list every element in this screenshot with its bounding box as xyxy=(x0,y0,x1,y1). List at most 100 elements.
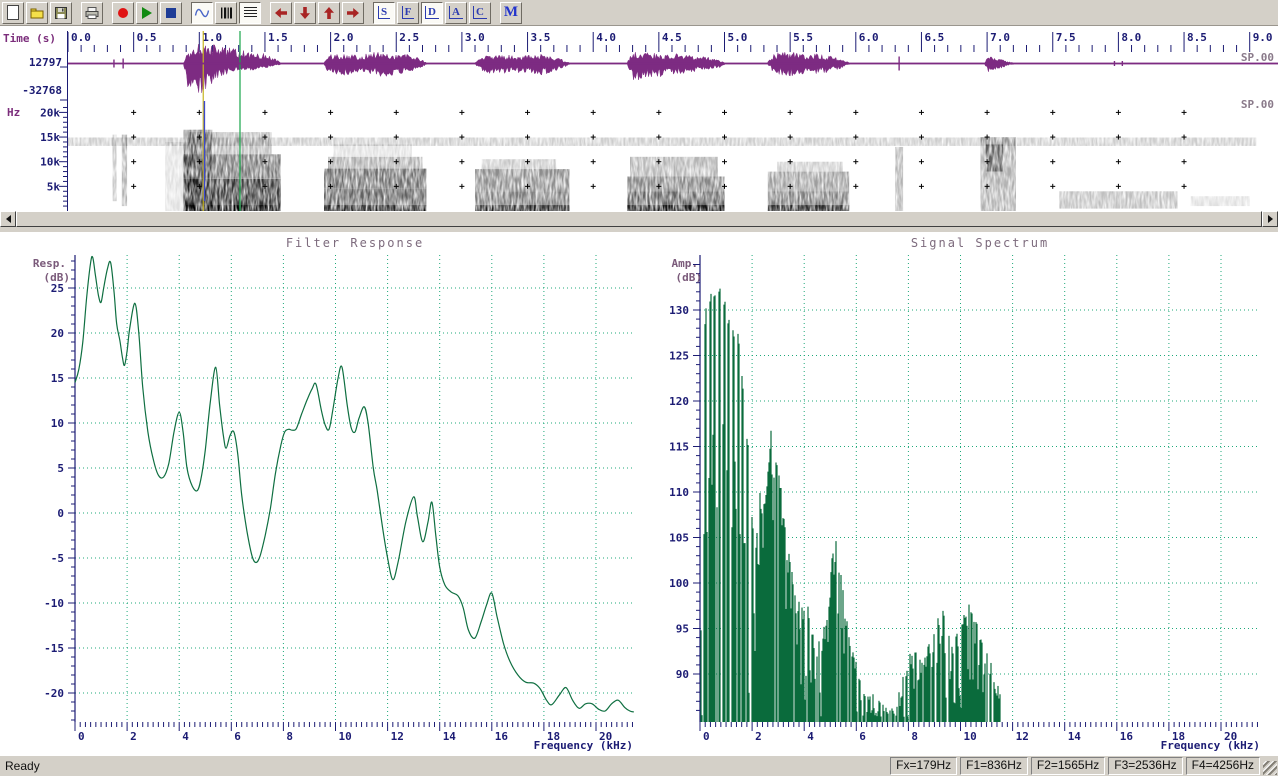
svg-text:15k: 15k xyxy=(40,131,60,144)
svg-text:0.5: 0.5 xyxy=(137,31,157,44)
print-button[interactable] xyxy=(81,2,103,24)
item-d-label: D xyxy=(425,6,439,19)
svg-text:0.0: 0.0 xyxy=(71,31,91,44)
svg-text:4: 4 xyxy=(807,730,814,743)
play-icon xyxy=(142,7,152,19)
svg-text:8.5: 8.5 xyxy=(1187,31,1207,44)
waveform-view-button[interactable] xyxy=(191,2,213,24)
svg-text:105: 105 xyxy=(669,532,689,545)
scroll-left-button[interactable] xyxy=(0,211,16,227)
svg-text:8: 8 xyxy=(286,730,293,743)
svg-text:8: 8 xyxy=(911,730,918,743)
svg-text:25: 25 xyxy=(51,282,64,295)
item-a-button[interactable]: A xyxy=(445,2,467,24)
svg-text:6.0: 6.0 xyxy=(859,31,879,44)
svg-text:2.0: 2.0 xyxy=(334,31,354,44)
svg-text:16: 16 xyxy=(1120,730,1134,743)
scroll-left-arrow-icon xyxy=(6,215,11,223)
item-f-label: F xyxy=(402,6,415,19)
svg-text:2: 2 xyxy=(130,730,137,743)
svg-text:100: 100 xyxy=(669,577,689,590)
svg-text:14: 14 xyxy=(1068,730,1082,743)
svg-text:6.5: 6.5 xyxy=(924,31,944,44)
status-bar: Ready Fx=179Hz F1=836Hz F2=1565Hz F3=253… xyxy=(0,755,1278,776)
item-a-label: A xyxy=(449,6,463,19)
status-ready: Ready xyxy=(0,759,890,773)
stop-icon xyxy=(166,8,176,18)
waveform-spectrogram-panel[interactable]: 0.00.51.01.52.02.53.03.54.04.55.05.56.06… xyxy=(0,27,1278,211)
svg-text:7.0: 7.0 xyxy=(990,31,1010,44)
scroll-right-button[interactable] xyxy=(1262,211,1278,227)
item-s-label: S xyxy=(378,6,390,19)
move-left-button[interactable] xyxy=(270,2,292,24)
toolbar: S F D A C M xyxy=(0,0,1278,26)
svg-text:125: 125 xyxy=(669,350,689,363)
svg-text:120: 120 xyxy=(669,395,689,408)
svg-text:3.0: 3.0 xyxy=(465,31,485,44)
svg-text:2: 2 xyxy=(755,730,762,743)
item-d-button[interactable]: D xyxy=(421,2,443,24)
svg-text:14: 14 xyxy=(443,730,457,743)
svg-text:6: 6 xyxy=(859,730,866,743)
svg-text:5.0: 5.0 xyxy=(728,31,748,44)
new-document-icon xyxy=(7,5,19,20)
item-s-button[interactable]: S xyxy=(373,2,395,24)
svg-text:1.0: 1.0 xyxy=(202,31,222,44)
app-window: S F D A C M 0.00.51.01.52.02.53.03.54.04… xyxy=(0,0,1278,776)
svg-text:9.0: 9.0 xyxy=(1253,31,1273,44)
scrollbar-thumb[interactable] xyxy=(16,211,1262,227)
svg-text:7.5: 7.5 xyxy=(1056,31,1076,44)
new-button[interactable] xyxy=(2,2,24,24)
open-folder-icon xyxy=(29,5,45,21)
svg-text:-20: -20 xyxy=(44,687,64,700)
svg-text:8.0: 8.0 xyxy=(1121,31,1141,44)
item-f-button[interactable]: F xyxy=(397,2,419,24)
svg-text:20: 20 xyxy=(51,327,64,340)
move-right-button[interactable] xyxy=(342,2,364,24)
open-button[interactable] xyxy=(26,2,48,24)
spectrogram-view-button[interactable] xyxy=(215,2,237,24)
svg-text:10: 10 xyxy=(339,730,352,743)
play-button[interactable] xyxy=(136,2,158,24)
svg-text:5: 5 xyxy=(57,462,64,475)
svg-text:2.5: 2.5 xyxy=(399,31,419,44)
move-down-button[interactable] xyxy=(294,2,316,24)
svg-text:5.5: 5.5 xyxy=(793,31,813,44)
svg-text:12: 12 xyxy=(1016,730,1029,743)
item-c-button[interactable]: C xyxy=(469,2,491,24)
annotation-view-button[interactable] xyxy=(239,2,261,24)
resize-grip[interactable] xyxy=(1263,761,1277,775)
svg-text:4.5: 4.5 xyxy=(662,31,682,44)
svg-text:4.0: 4.0 xyxy=(596,31,616,44)
stop-button[interactable] xyxy=(160,2,182,24)
record-button[interactable] xyxy=(112,2,134,24)
svg-text:10: 10 xyxy=(51,417,64,430)
move-up-button[interactable] xyxy=(318,2,340,24)
status-f2: F2=1565Hz xyxy=(1031,757,1105,775)
svg-text:12: 12 xyxy=(391,730,404,743)
svg-text:6: 6 xyxy=(234,730,241,743)
svg-text:18: 18 xyxy=(1172,730,1185,743)
svg-text:-10: -10 xyxy=(44,597,64,610)
svg-text:-5: -5 xyxy=(51,552,64,565)
record-icon xyxy=(118,8,128,18)
svg-text:115: 115 xyxy=(669,441,689,454)
sine-wave-icon xyxy=(194,5,210,21)
svg-text:0: 0 xyxy=(57,507,64,520)
svg-text:20: 20 xyxy=(599,730,612,743)
charts-panel: 2520151050-5-10-15-200246810121416182013… xyxy=(0,227,1278,755)
status-f4: F4=4256Hz xyxy=(1186,757,1260,775)
svg-text:4: 4 xyxy=(182,730,189,743)
red-arrow-right-icon xyxy=(345,5,361,21)
svg-text:0: 0 xyxy=(703,730,710,743)
svg-text:110: 110 xyxy=(669,486,689,499)
svg-text:15: 15 xyxy=(51,372,64,385)
status-f1: F1=836Hz xyxy=(960,757,1028,775)
svg-text:-15: -15 xyxy=(44,642,64,655)
save-button[interactable] xyxy=(50,2,72,24)
spectrogram-bars-icon xyxy=(218,5,234,21)
status-f3: F3=2536Hz xyxy=(1108,757,1182,775)
m-button[interactable]: M xyxy=(500,2,522,24)
svg-text:18: 18 xyxy=(547,730,560,743)
horizontal-scrollbar[interactable] xyxy=(0,211,1278,227)
